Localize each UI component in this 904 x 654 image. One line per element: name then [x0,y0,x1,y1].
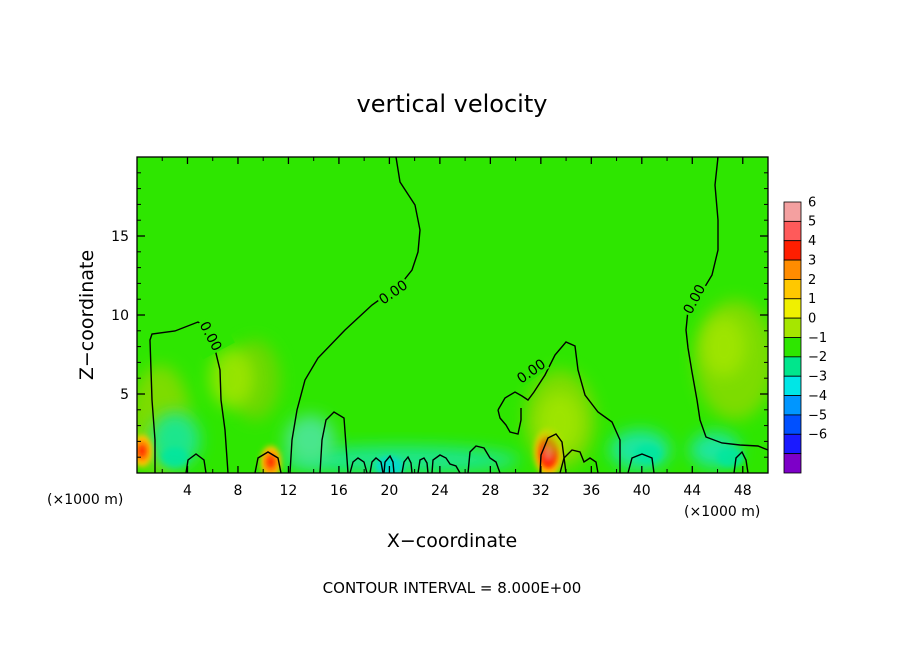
colorbar-label: 5 [808,215,816,230]
plot-area [137,157,768,473]
x-tick-label: 24 [431,483,449,499]
colorbar-label: 6 [808,195,816,210]
downdraft-core [634,444,663,465]
x-tick-label: 36 [582,483,600,499]
colorbar-swatch [783,453,802,474]
x-axis-label: X−coordinate [387,530,517,552]
contour-line [149,321,229,473]
downdraft-core [716,447,745,468]
contour-lines [149,157,768,473]
x-tick-label: 16 [330,483,348,499]
contour-line [497,341,621,473]
contour-line [383,454,395,473]
contour-line [627,453,655,473]
x-unit-right: (×1000 m) [684,504,760,520]
colorbar-swatch [783,337,802,358]
contour-line [733,450,749,473]
contour-interval-note: CONTOUR INTERVAL = 8.000E+00 [323,579,582,597]
x-tick-label: 4 [183,483,192,499]
y-axis: 5 10 15 [111,172,768,458]
colorbar-swatch [783,220,802,242]
colorbar-swatch [783,395,802,416]
x-tick-label: 28 [481,483,499,499]
downdraft-core [160,447,189,468]
contour-labels: 0.00 0.00 0.00 0.00 [187,275,709,387]
contour-line [497,408,522,435]
colorbar-label: −1 [808,331,827,346]
x-tick-label: 12 [280,483,298,499]
x-tick-label: 20 [380,483,398,499]
colorbar-label: 0 [808,312,816,327]
colorbar-swatch [783,279,802,300]
colorbar-label: −6 [808,428,827,443]
contour-line [467,445,501,473]
x-axis: 4 8 12 16 20 24 28 32 36 40 44 48 [161,157,752,499]
colorbar-label: 4 [808,234,816,249]
colorbar-swatch [783,201,802,222]
colorbar-label: −5 [808,408,827,423]
colorbar-swatch [783,317,802,338]
updraft-core [138,445,146,457]
contour-line [685,157,768,451]
colorbar-swatch [783,375,802,396]
contour-line [185,453,207,473]
contour-line [254,451,282,473]
colorbar-swatch [783,414,802,435]
colorbar-label: −3 [808,370,827,385]
contour-line [349,457,368,473]
colorbar-label: 3 [808,253,816,268]
colorbar-label: 2 [808,273,816,288]
x-tick-label: 40 [633,483,651,499]
downdraft-region [280,446,520,473]
contour-line [319,411,349,473]
weak-updraft-core [701,316,746,377]
colorbar-label: −4 [808,389,827,404]
y-tick-label: 15 [111,229,129,245]
downdraft-region [285,415,335,465]
y-tick-label: 5 [120,387,129,403]
x-tick-label: 8 [233,483,242,499]
colorbar-swatch [783,356,802,377]
colorbar-label: 1 [808,292,816,307]
y-axis-label: Z−coordinate [76,250,98,380]
x-tick-label: 44 [683,483,701,499]
x-tick-label: 32 [532,483,550,499]
contour-line [431,454,461,473]
contour-line [539,433,567,473]
chart-title: vertical velocity [357,90,548,118]
colorbar-swatch [783,259,802,280]
contour-line [401,455,413,473]
colorbar-swatch [783,433,802,455]
field-background [137,157,768,473]
colorbar-label: −2 [808,350,827,365]
contour-line [417,457,429,473]
colorbar-swatch [783,298,802,319]
colorbar: 6 5 4 3 2 1 0 −1 −2 −3 −4 −5 −6 [783,195,827,474]
contour-line [559,449,599,473]
x-unit-left: (×1000 m) [47,492,123,508]
updraft-core [267,456,275,468]
x-tick-label: 48 [734,483,752,499]
y-tick-label: 10 [111,308,129,324]
colorbar-swatch [783,240,802,261]
contour-line [369,457,384,473]
weak-updraft-core [537,392,582,453]
